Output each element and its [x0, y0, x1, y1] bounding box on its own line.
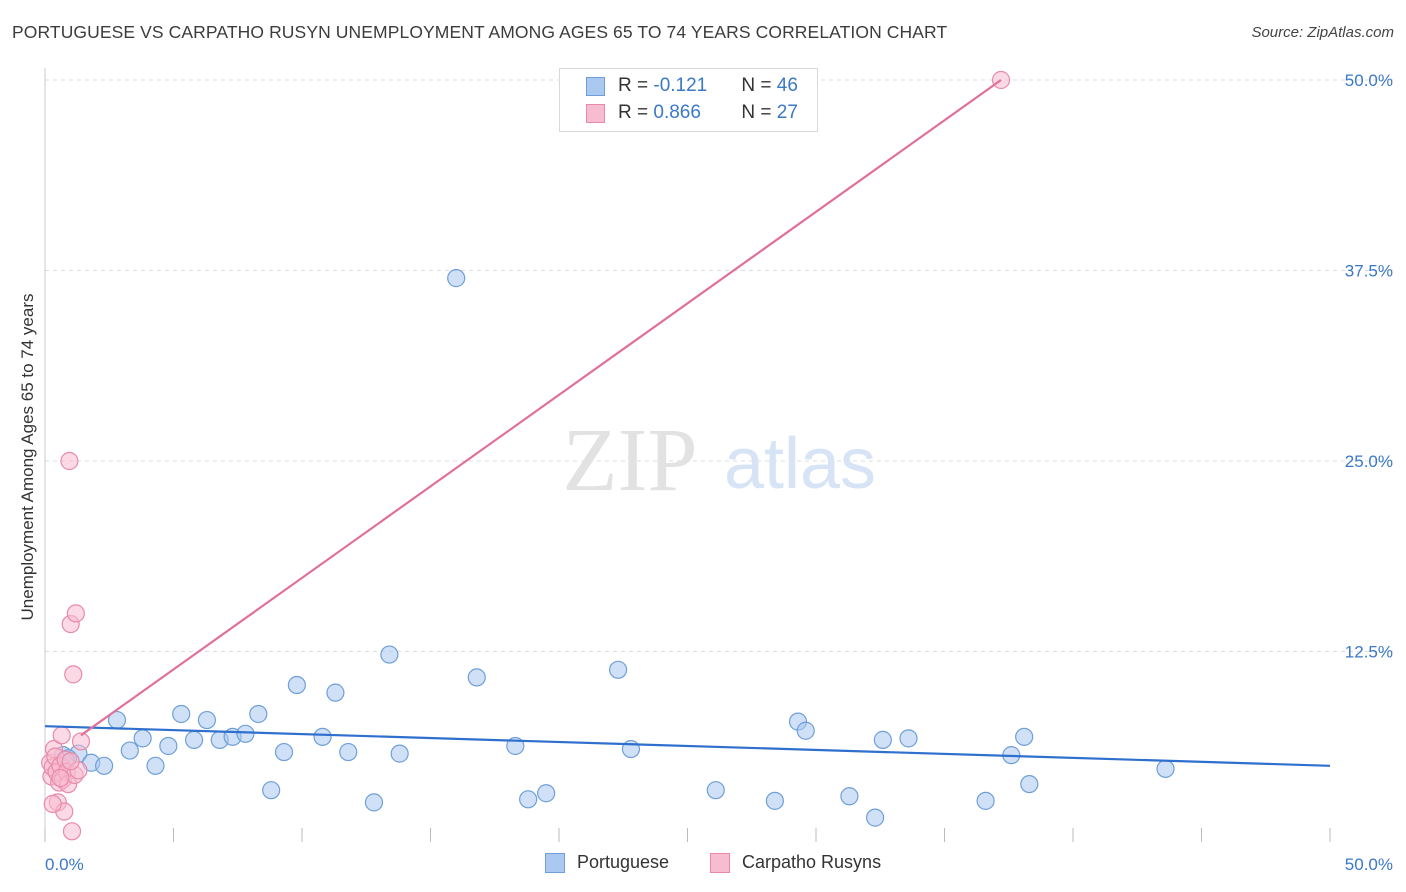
legend-n-value: 46 [776, 75, 798, 96]
portuguese-point [133, 729, 152, 748]
watermark-zip: ZIP [563, 411, 698, 510]
gridlines [45, 79, 1393, 652]
tick-labels: 12.5% 25.0% 37.5% 50.0% 0.0% 50.0% [45, 71, 1393, 874]
y-tick-label: 25.0% [1345, 452, 1393, 471]
portuguese-point [313, 727, 332, 746]
chart-title: PORTUGUESE VS CARPATHO RUSYN UNEMPLOYMEN… [12, 22, 948, 42]
portuguese-point [197, 710, 217, 730]
portuguese-point [274, 742, 294, 762]
legend-swatch-carpatho-rusyns [586, 103, 605, 123]
source-label: Source: ZipAtlas.com [1251, 24, 1394, 41]
portuguese-point [380, 645, 399, 664]
portuguese-point [95, 756, 114, 775]
carpatho-rusyns-point [64, 665, 83, 684]
data-points [41, 70, 1175, 841]
portuguese-point [447, 269, 466, 288]
trend-lines [44, 79, 1331, 767]
portuguese-point [873, 730, 892, 749]
portuguese-point [262, 781, 281, 800]
carpatho-rusyns-point [43, 794, 62, 814]
carpatho-rusyns-point [62, 822, 82, 841]
portuguese-point [1156, 759, 1175, 778]
legend-r-value: 0.866 [653, 102, 701, 123]
portuguese-point [184, 730, 204, 749]
y-axis-label: Unemployment Among Ages 65 to 74 years [18, 293, 37, 621]
portuguese-point [326, 683, 345, 702]
x-tick-label: 50.0% [1345, 855, 1393, 874]
y-tick-label: 50.0% [1345, 71, 1393, 90]
watermark-atlas: atlas [724, 424, 876, 504]
carpatho-rusyns-point [51, 768, 70, 788]
portuguese-point [1015, 727, 1034, 746]
bottom-legend-carpatho-rusyns: Carpatho Rusyns [710, 852, 881, 873]
portuguese-point [976, 791, 995, 810]
portuguese-point [796, 721, 815, 740]
portuguese-point [172, 704, 191, 724]
portuguese-point [364, 793, 384, 812]
legend-n-label: N = [741, 75, 777, 96]
portuguese-point [537, 784, 556, 803]
portuguese-point [249, 704, 268, 724]
bottom-legend-portuguese: Portuguese [545, 852, 669, 873]
legend: R = -0.121 N = 46 R = 0.866 N = 27 [559, 68, 818, 132]
legend-r-value: -0.121 [653, 75, 708, 96]
bottom-legend-label: Carpatho Rusyns [742, 852, 882, 872]
legend-n-label: N = [741, 102, 777, 123]
carpatho-rusyns-point [61, 752, 80, 771]
axes [44, 68, 1331, 842]
portuguese-point [120, 741, 139, 760]
portuguese-point [866, 808, 885, 827]
portuguese-point [390, 744, 409, 763]
carpatho-rusyns-point [60, 451, 79, 471]
legend-n-value: 27 [776, 102, 798, 123]
portuguese-point [339, 742, 358, 762]
bottom-legend-swatch-carpatho-rusyns [710, 852, 730, 873]
portuguese-point [899, 729, 918, 748]
bottom-legend-label: Portuguese [577, 852, 670, 872]
portuguese-trend-line [44, 725, 1331, 767]
portuguese-point [609, 660, 628, 679]
portuguese-point [1020, 774, 1039, 794]
portuguese-point [467, 668, 486, 687]
y-tick-label: 37.5% [1345, 262, 1393, 281]
legend-r-label: R = [618, 102, 654, 123]
legend-r-label: R = [618, 75, 654, 96]
legend-swatch-portuguese [586, 76, 605, 96]
portuguese-point [840, 787, 859, 806]
portuguese-point [765, 791, 784, 810]
carpatho-rusyns-point [66, 604, 85, 623]
portuguese-point [236, 724, 255, 743]
legend-row-carpatho-rusyns: R = 0.866 N = 27 [586, 102, 798, 124]
portuguese-point [706, 781, 725, 800]
portuguese-point [159, 736, 178, 756]
x-tick-label: 0.0% [45, 855, 84, 874]
portuguese-point [287, 675, 306, 695]
carpatho-rusyns-point [52, 726, 71, 745]
legend-row-portuguese: R = -0.121 N = 46 [586, 75, 798, 97]
bottom-legend-swatch-portuguese [545, 852, 565, 873]
y-tick-label: 12.5% [1345, 643, 1393, 662]
portuguese-point [519, 790, 538, 809]
carpatho-rusyns-point [71, 732, 91, 751]
carpatho-rusyns-trend-line [80, 79, 1002, 737]
portuguese-point [146, 756, 165, 775]
